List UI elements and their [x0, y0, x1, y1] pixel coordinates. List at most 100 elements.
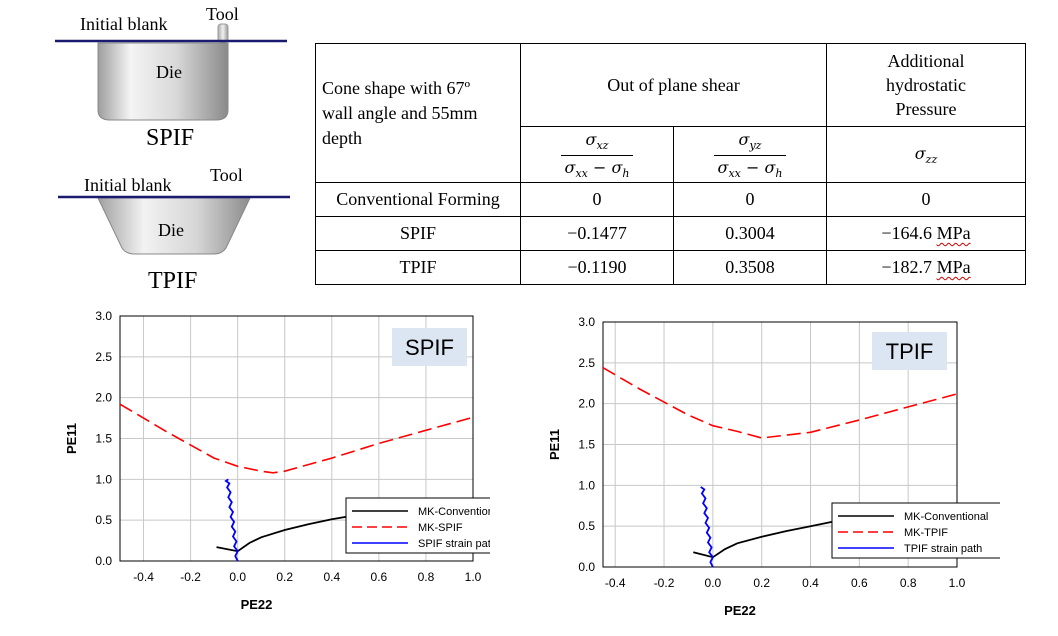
chart-title: SPIF — [405, 335, 454, 360]
y-tick-label: 2.0 — [578, 397, 595, 411]
tpif-die-label: Die — [158, 220, 184, 240]
row-label: TPIF — [315, 250, 521, 285]
row-value: 0 — [826, 182, 1026, 217]
x-tick-label: 1.0 — [465, 570, 482, 584]
corner-line-3: depth — [322, 128, 362, 148]
x-tick-label: 0.0 — [705, 576, 722, 590]
spif-blank-label: Initial blank — [80, 14, 168, 34]
chart-title-box — [392, 328, 467, 366]
formula-yz-cell: σyz σxx − σh — [673, 126, 827, 183]
legend-entry: MK-TPIF — [904, 527, 948, 539]
x-tick-label: 0.6 — [851, 576, 868, 590]
row-value: −0.1190 — [520, 250, 674, 285]
pressure-header-2: hydrostatic — [886, 75, 966, 95]
stress-ratio-table: Cone shape with 67º wall angle and 55mm … — [315, 43, 1026, 285]
x-tick-label: 0.2 — [276, 570, 293, 584]
spif-die-drawing — [55, 23, 287, 121]
pressure-header-1: Additional — [887, 51, 965, 71]
shear-group-label: Out of plane shear — [607, 74, 740, 95]
x-tick-label: -0.2 — [654, 576, 675, 590]
y-tick-label: 0.5 — [578, 519, 595, 533]
row-label: SPIF — [315, 216, 521, 251]
x-tick-label: 1.0 — [949, 576, 966, 590]
y-tick-label: 0.5 — [95, 513, 112, 527]
y-tick-label: 1.5 — [95, 432, 112, 446]
row-value: 0.3508 — [673, 250, 827, 285]
legend-box — [345, 497, 490, 554]
tpif-blank-label: Initial blank — [84, 175, 172, 195]
x-tick-label: -0.4 — [605, 576, 626, 590]
tpif-die-body — [97, 197, 251, 255]
tpif-die-drawing — [58, 195, 290, 255]
pressure-header: Additional hydrostatic Pressure — [826, 43, 1026, 127]
spif-flc-chart: -0.4 -0.2 0.0 0.2 0.4 0.6 0.8 1.0 0.0 0.5 1.0 1.5 2.… — [64, 309, 490, 612]
row-value: 0.3004 — [673, 216, 827, 251]
table-row: Conventional Forming 0 0 0 — [315, 182, 1026, 217]
y-axis-label: PE11 — [547, 429, 562, 460]
corner-line-1: Cone shape with 67º — [322, 78, 471, 98]
x-axis-label: PE22 — [724, 603, 756, 618]
legend-entry: MK-SPIF — [418, 522, 463, 534]
x-tick-label: 0.6 — [371, 570, 388, 584]
pressure-header-3: Pressure — [895, 99, 957, 119]
row-value: 0 — [673, 182, 827, 217]
series-line-mk-conventional — [216, 514, 356, 553]
y-tick-label: 0.0 — [95, 554, 112, 568]
formula-yz: σyz σxx − σh — [713, 130, 787, 180]
y-tick-label: 1.5 — [578, 438, 595, 452]
plot-frame — [602, 321, 958, 568]
legend-entry: TPIF strain path — [904, 543, 982, 555]
x-tick-label: 0.0 — [229, 570, 246, 584]
y-tick-label: 3.0 — [578, 315, 595, 329]
x-tick-label: 0.4 — [323, 570, 340, 584]
formula-xz-cell: σxz σxx − σh — [520, 126, 674, 183]
series-line-mk-spif — [119, 403, 474, 474]
formula-xz: σxz σxx − σh — [560, 130, 634, 180]
formula-zz: σzz — [914, 143, 938, 167]
spif-tool — [217, 23, 229, 43]
tpif-tool-label: Tool — [210, 165, 243, 185]
x-tick-label: -0.2 — [180, 570, 201, 584]
table-corner-cell: Cone shape with 67º wall angle and 55mm … — [315, 43, 521, 183]
legend-entry: MK-Conventional — [418, 506, 490, 518]
tpif-process-label: TPIF — [148, 268, 198, 294]
formula-zz-cell: σzz — [826, 126, 1026, 183]
x-tick-label: -0.4 — [133, 570, 154, 584]
corner-line-2: wall angle and 55mm — [322, 103, 478, 123]
x-tick-label: 0.2 — [753, 576, 770, 590]
y-tick-label: 2.0 — [95, 391, 112, 405]
x-tick-label: 0.4 — [802, 576, 819, 590]
shear-group-header: Out of plane shear — [520, 43, 827, 127]
x-tick-label: 0.8 — [900, 576, 917, 590]
spif-process-label: SPIF — [146, 125, 195, 151]
plot-frame — [119, 315, 474, 562]
legend-entry: SPIF strain path — [418, 538, 490, 550]
legend-entry: MK-Conventional — [904, 511, 988, 523]
row-value: −164.6 MPa — [826, 216, 1026, 251]
y-tick-label: 3.0 — [95, 309, 112, 323]
y-tick-label: 1.0 — [95, 472, 112, 486]
series-line-mk-conventional — [693, 520, 836, 559]
spif-die-label: Die — [156, 62, 182, 82]
legend-box — [831, 502, 1000, 559]
y-tick-label: 1.0 — [578, 478, 595, 492]
y-tick-label: 2.5 — [578, 356, 595, 370]
spif-tool-label: Tool — [206, 4, 239, 24]
row-value: −182.7 MPa — [826, 250, 1026, 285]
row-label: Conventional Forming — [315, 182, 521, 217]
row-value: 0 — [520, 182, 674, 217]
chart-title-box — [872, 332, 947, 370]
table-row: TPIF −0.1190 0.3508 −182.7 MPa — [315, 250, 1026, 285]
x-axis-label: PE22 — [241, 597, 273, 612]
series-line-spif-strain-path — [224, 478, 239, 562]
chart-title: TPIF — [886, 339, 934, 364]
series-line-tpif-strain-path — [700, 486, 714, 568]
series-line-mk-tpif — [602, 367, 958, 439]
y-tick-label: 0.0 — [578, 560, 595, 574]
spif-die-body — [97, 42, 229, 121]
x-tick-label: 0.8 — [418, 570, 435, 584]
table-row: SPIF −0.1477 0.3004 −164.6 MPa — [315, 216, 1026, 251]
tpif-flc-chart: -0.4 -0.2 0.0 0.2 0.4 0.6 0.8 1.0 0.0 0.5 1.0 1.5 2.… — [547, 315, 1000, 618]
row-value: −0.1477 — [520, 216, 674, 251]
y-axis-label: PE11 — [64, 423, 79, 454]
